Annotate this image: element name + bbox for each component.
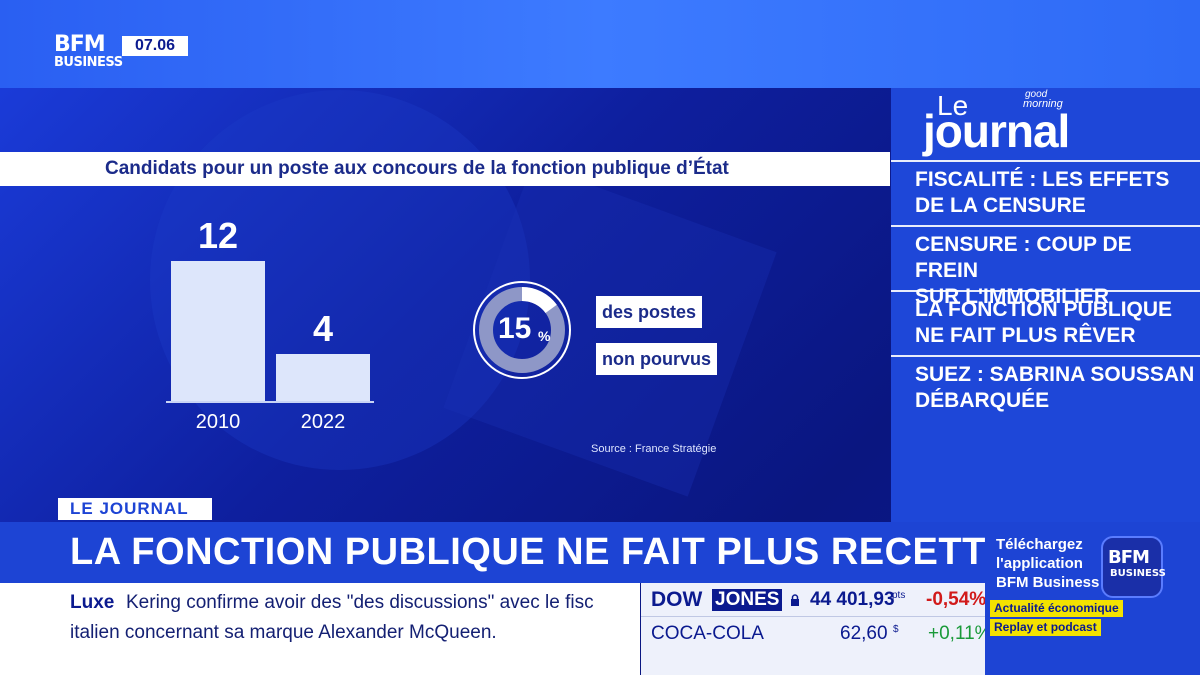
panel-divider: [891, 355, 1200, 357]
donut-value: 15: [498, 312, 532, 345]
donut-chart: [473, 281, 571, 379]
donut-label-2: non pourvus: [596, 343, 717, 375]
bar-2022: [276, 354, 370, 401]
bar-value-label: 12: [197, 215, 239, 256]
chart-title: Candidats pour un poste aux concours de …: [0, 152, 890, 186]
panel-item[interactable]: SUEZ : SABRINA SOUSSAN DÉBARQUÉE: [915, 362, 1195, 414]
donut-unit: %: [538, 328, 551, 344]
logo-text-top: BFM: [54, 32, 106, 57]
stock-change: +0,11%: [928, 623, 992, 644]
stock-name: COCA-COLA: [651, 623, 764, 644]
donut-arc: [479, 287, 565, 373]
brand-gm-1: good: [1025, 89, 1048, 100]
panel-item-line: DÉBARQUÉE: [915, 389, 1050, 412]
app-badge: Replay et podcast: [990, 619, 1101, 636]
index-change: -0,54%: [926, 589, 987, 610]
panel-item-line: CENSURE : COUP DE FREIN: [915, 233, 1132, 282]
ticker-line: italien concernant sa marque Alexander M…: [70, 622, 497, 643]
index-unit: pts: [892, 590, 906, 601]
app-badge: Actualité économique: [990, 600, 1123, 617]
clock: 07.06: [122, 36, 188, 56]
panel-item-line: SUEZ : SABRINA SOUSSAN: [915, 363, 1195, 386]
panel-divider: [891, 225, 1200, 227]
app-promo-line: l'application: [996, 555, 1083, 572]
brand-big: journal: [923, 105, 1070, 157]
app-promo-line: Téléchargez: [996, 536, 1083, 553]
chart-source: Source : France Stratégie: [591, 443, 717, 455]
bar-value-label: 4: [312, 308, 334, 349]
ticker-category: Luxe: [70, 592, 115, 613]
market-divider: [641, 616, 985, 617]
logo-text-bottom: BUSINESS: [54, 55, 123, 70]
bar-category-label: 2022: [300, 411, 346, 433]
index-name-a: DOW: [651, 588, 703, 611]
stock-unit: $: [893, 624, 899, 635]
headline: LA FONCTION PUBLIQUE NE FAIT PLUS RECETT…: [70, 531, 1012, 573]
app-logo-text-top: BFM: [1108, 547, 1150, 568]
donut-label-1: des postes: [596, 296, 703, 328]
channel-logo: BFM BUSINESS: [54, 32, 123, 74]
index-value: 44 401,93: [810, 589, 895, 610]
lock-icon: [791, 594, 799, 606]
app-promo: [985, 522, 1200, 675]
ticker-line: Kering confirme avoir des "des discussio…: [126, 592, 594, 613]
market-ticker: [641, 583, 985, 675]
headline-bar: [0, 522, 985, 583]
bar-category-label: 2010: [195, 411, 241, 433]
panel-item[interactable]: LA FONCTION PUBLIQUE NE FAIT PLUS RÊVER: [915, 297, 1195, 349]
news-ticker: [0, 583, 640, 675]
side-panel: Le good morning journal FISCALITÉ : LES …: [891, 88, 1200, 522]
panel-item-line: LA FONCTION PUBLIQUE: [915, 298, 1173, 321]
panel-item-line: NE FAIT PLUS RÊVER: [915, 324, 1136, 347]
top-band: [0, 0, 1200, 88]
panel-divider: [891, 290, 1200, 292]
chart-baseline: [166, 401, 374, 403]
stock-value: 62,60: [840, 623, 888, 644]
app-logo-text-bottom: BUSINESS: [1110, 568, 1166, 579]
bar-2010: [171, 261, 265, 401]
panel-item-line: DE LA CENSURE: [915, 194, 1086, 217]
panel-item-line: FISCALITÉ : LES EFFETS: [915, 168, 1170, 191]
brand-small: Le: [937, 90, 969, 121]
app-promo-line: BFM Business: [996, 574, 1100, 591]
panel-item[interactable]: FISCALITÉ : LES EFFETS DE LA CENSURE: [915, 167, 1195, 219]
donut-outer-ring: [473, 281, 571, 379]
app-logo[interactable]: [1101, 536, 1163, 598]
section-tag: LE JOURNAL: [58, 498, 212, 520]
index-name-b: JONES: [712, 589, 783, 611]
brand-gm-2: morning: [1023, 98, 1063, 110]
panel-divider: [891, 160, 1200, 162]
